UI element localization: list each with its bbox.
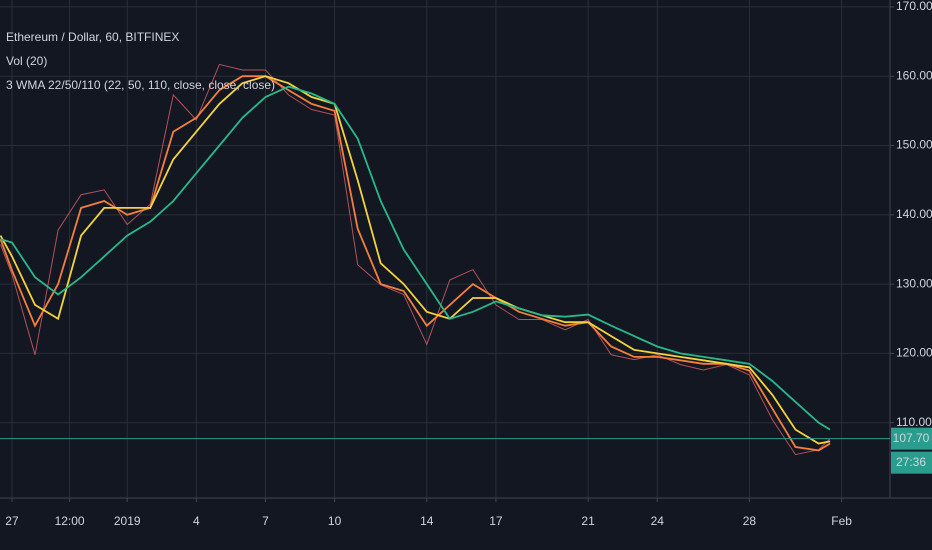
x-tick-label: 4 bbox=[193, 514, 200, 528]
x-tick-label: 17 bbox=[489, 514, 503, 528]
x-tick-label: 24 bbox=[651, 514, 665, 528]
indicator-label: Vol (20) bbox=[6, 54, 47, 68]
x-tick-label: Feb bbox=[831, 514, 852, 528]
y-tick-label: 120.00 bbox=[896, 346, 932, 360]
indicator-label: 3 WMA 22/50/110 (22, 50, 110, close, clo… bbox=[6, 78, 275, 92]
last-price-box bbox=[891, 427, 932, 450]
x-tick-label: 2019 bbox=[114, 514, 141, 528]
x-tick-label: 14 bbox=[420, 514, 434, 528]
x-tick-label: 28 bbox=[743, 514, 757, 528]
series-line bbox=[0, 63, 831, 456]
y-tick-label: 110.00 bbox=[896, 415, 932, 429]
series-line bbox=[0, 85, 831, 431]
x-tick-label: 7 bbox=[262, 514, 269, 528]
y-tick-label: 170.00 bbox=[896, 0, 932, 13]
y-tick-label: 140.00 bbox=[896, 207, 932, 221]
last-price-label: 107.70 bbox=[893, 431, 930, 445]
series-line bbox=[0, 75, 831, 452]
y-tick-label: 160.00 bbox=[896, 68, 932, 82]
x-tick-label: 12:00 bbox=[55, 514, 85, 528]
chart-title: Ethereum / Dollar, 60, BITFINEX bbox=[6, 30, 179, 44]
y-tick-label: 130.00 bbox=[896, 276, 932, 290]
y-tick-label: 150.00 bbox=[896, 138, 932, 152]
countdown-label: 27:36 bbox=[896, 455, 926, 469]
plot bbox=[0, 63, 831, 456]
x-tick-label: 21 bbox=[581, 514, 595, 528]
countdown-box bbox=[891, 451, 932, 474]
x-tick-label: 10 bbox=[328, 514, 342, 528]
x-tick-label: 27 bbox=[5, 514, 19, 528]
series-line bbox=[0, 75, 831, 445]
